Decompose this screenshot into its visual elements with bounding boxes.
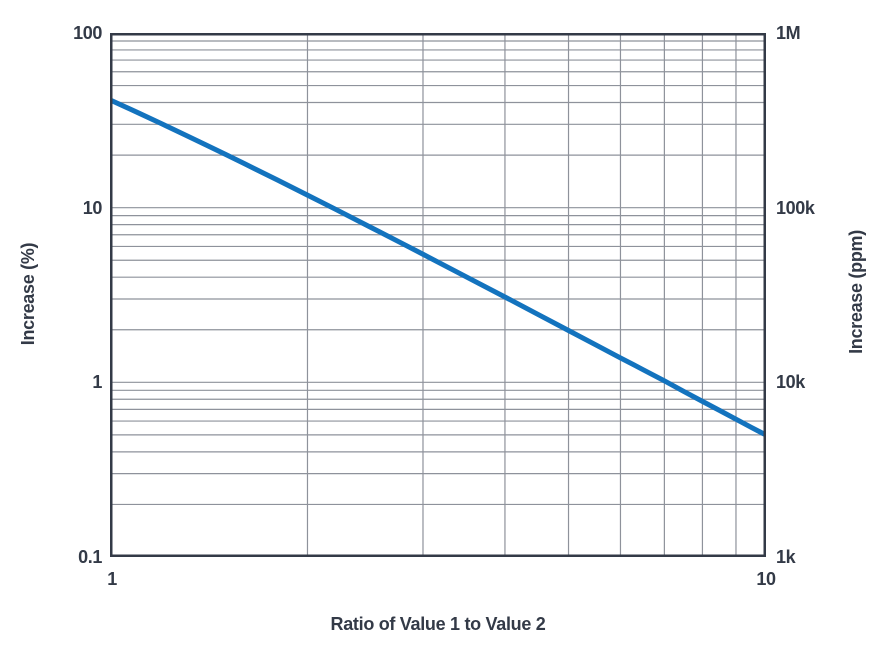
y-tick-label-left: 100	[73, 23, 102, 43]
x-axis-title: Ratio of Value 1 to Value 2	[330, 614, 546, 634]
y-tick-label-right: 10k	[776, 372, 805, 392]
grid-lines	[110, 33, 766, 557]
x-tick-label: 1	[107, 569, 117, 589]
y-tick-label-left: 1	[92, 372, 102, 392]
plot-area	[110, 33, 766, 557]
y-tick-label-right: 1k	[776, 547, 796, 567]
y-tick-label-right: 1M	[776, 23, 801, 43]
y-axis-right-title: Increase (ppm)	[846, 230, 866, 354]
y-axis-left-title: Increase (%)	[18, 242, 38, 346]
plot-frame	[110, 33, 766, 557]
y-tick-label-right: 100k	[776, 198, 815, 218]
y-tick-label-left: 10	[82, 198, 103, 218]
x-tick-label: 10	[756, 569, 776, 589]
y-tick-label-left: 0.1	[78, 547, 102, 567]
data-line	[110, 97, 766, 438]
